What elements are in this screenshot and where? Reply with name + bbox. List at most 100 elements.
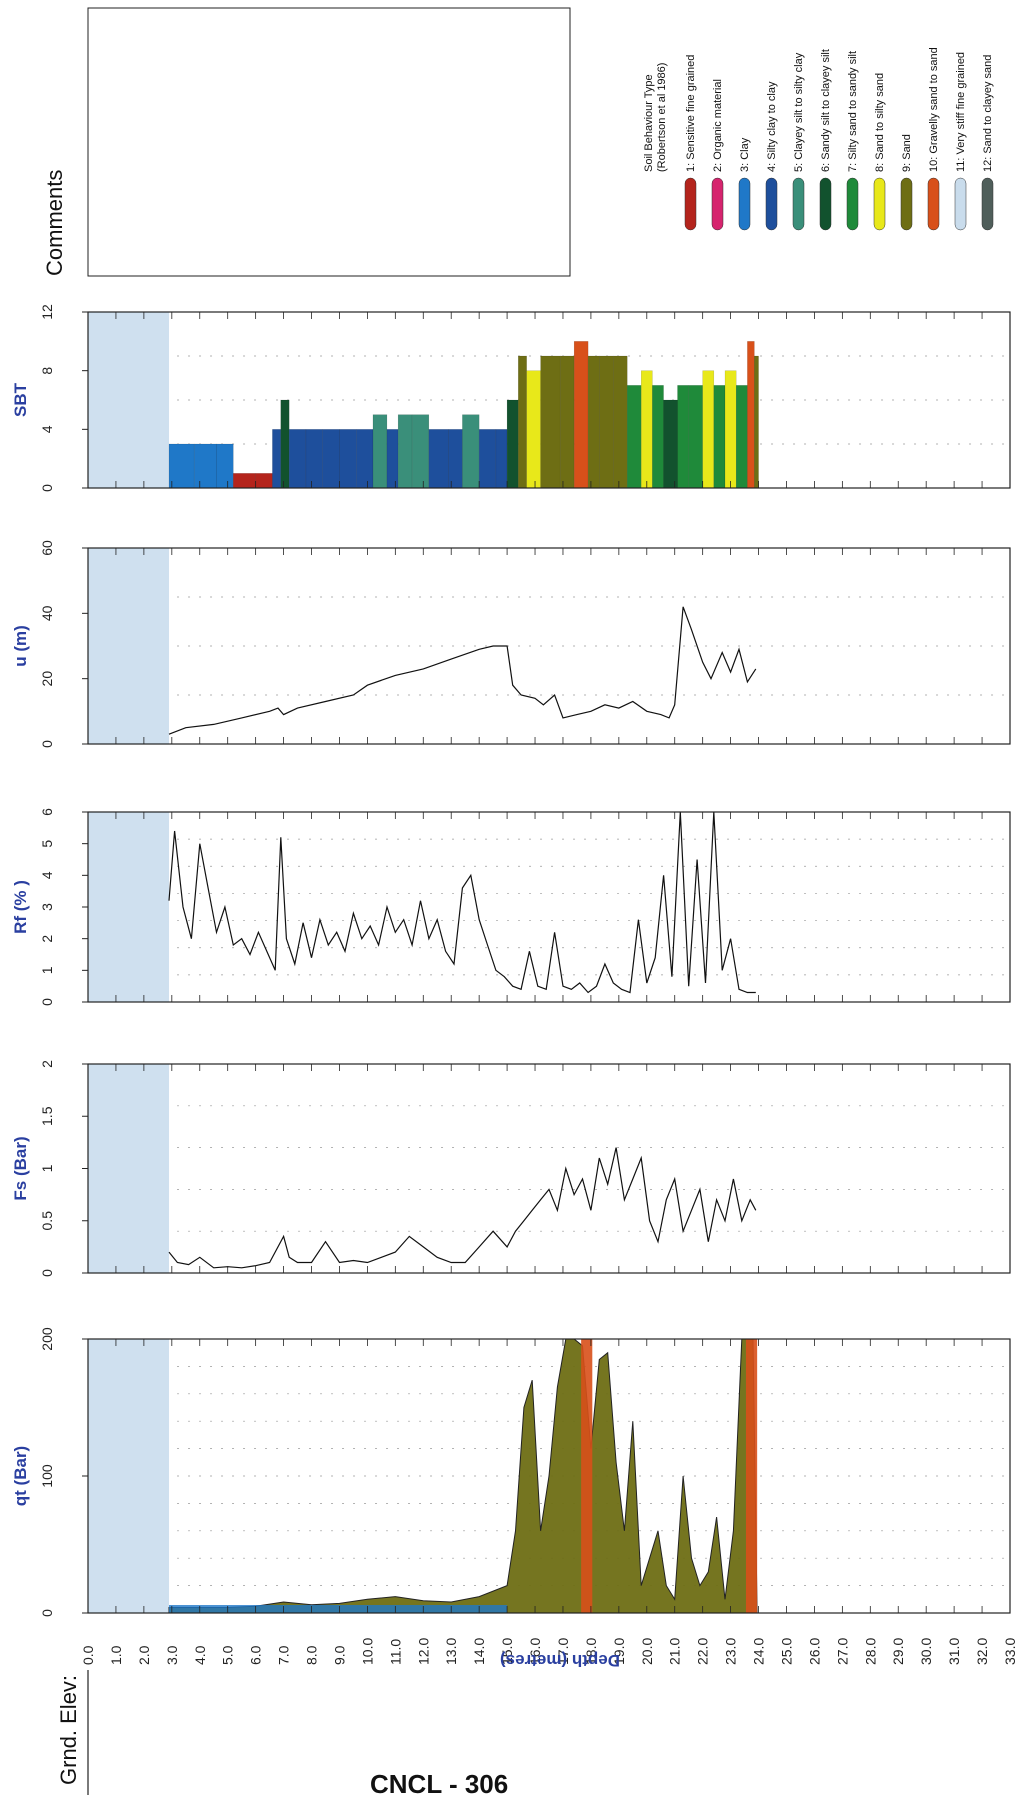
sbt-bar bbox=[677, 385, 689, 489]
comments-box bbox=[87, 7, 571, 277]
y-axis-label: qt (Bar) bbox=[11, 1446, 30, 1506]
sbt-bar bbox=[233, 473, 256, 489]
series-line bbox=[168, 606, 757, 735]
sbt-bar bbox=[397, 414, 413, 489]
comments-panel: Comments bbox=[42, 7, 571, 277]
depth-tick-label: 7.0 bbox=[276, 1645, 292, 1665]
y-tick-label: 20 bbox=[39, 671, 55, 687]
sbt-bar bbox=[272, 429, 281, 489]
sbt-bar bbox=[193, 443, 217, 489]
y-tick-label: 4 bbox=[39, 871, 55, 879]
depth-tick-label: 21.0 bbox=[667, 1638, 683, 1665]
sbt-bar bbox=[540, 355, 561, 489]
legend-item-label: 11: Very stiff fine grained bbox=[955, 52, 967, 172]
sbt-bar bbox=[168, 443, 195, 489]
legend-swatch bbox=[684, 177, 697, 231]
y-tick-label: 2 bbox=[39, 935, 55, 943]
depth-tick-label: 27.0 bbox=[834, 1638, 850, 1665]
depth-tick-label: 18.0 bbox=[583, 1638, 599, 1665]
y-axis-label: u (m) bbox=[11, 625, 30, 667]
sbt-bar bbox=[613, 355, 628, 489]
sbt-legend: Soil Behaviour Type (Robertson et al 1986… bbox=[643, 47, 994, 231]
depth-tick-label: 29.0 bbox=[890, 1638, 906, 1665]
sbt-bar bbox=[724, 370, 737, 489]
sbt-bar bbox=[356, 429, 374, 489]
legend-swatch bbox=[927, 177, 940, 231]
legend-item-label: 2: Organic material bbox=[712, 79, 724, 172]
sbt-bar bbox=[339, 429, 357, 489]
y-tick-label: 6 bbox=[39, 808, 55, 816]
legend-swatch bbox=[819, 177, 832, 231]
legend-item-label: 3: Clay bbox=[739, 137, 751, 172]
panel-frame bbox=[87, 547, 1011, 745]
y-tick-label: 0 bbox=[39, 998, 55, 1006]
depth-tick-label: 11.0 bbox=[387, 1639, 403, 1665]
panel-3: 0 1 2 3 4 5 6 Rf (% ) bbox=[11, 808, 1011, 1006]
legend-swatch bbox=[981, 177, 994, 231]
y-tick-label: 0 bbox=[39, 740, 55, 748]
predrill-zone bbox=[88, 1339, 170, 1613]
legend-item-label: 6: Sandy silt to clayey silt bbox=[820, 49, 832, 172]
legend-swatch bbox=[765, 177, 778, 231]
legend-item-label: 8: Sand to silty sand bbox=[874, 73, 886, 172]
panel-1: 0 4 8 12 SBT bbox=[11, 304, 1011, 492]
depth-tick-label: 16.0 bbox=[527, 1638, 543, 1665]
depth-tick-label: 22.0 bbox=[695, 1638, 711, 1665]
depth-tick-label: 4.0 bbox=[192, 1645, 208, 1665]
predrill-zone bbox=[88, 812, 170, 1002]
depth-tick-label: 8.0 bbox=[304, 1645, 320, 1665]
y-tick-label: 4 bbox=[39, 425, 55, 433]
qt-base bbox=[169, 1605, 508, 1613]
borehole-title: CNCL - 306 bbox=[370, 1769, 508, 1795]
sbt-bar bbox=[322, 429, 340, 489]
depth-tick-label: 6.0 bbox=[248, 1645, 264, 1665]
sbt-bar bbox=[663, 399, 678, 489]
sbt-bar bbox=[255, 473, 273, 489]
sbt-bar bbox=[735, 385, 748, 489]
legend-swatch bbox=[846, 177, 859, 231]
legend-swatch bbox=[792, 177, 805, 231]
y-tick-label: 1 bbox=[39, 1164, 55, 1172]
series-line bbox=[168, 1147, 757, 1269]
depth-tick-label: 25.0 bbox=[778, 1638, 794, 1665]
panel-4: 0 0.5 1 1.5 2 Fs (Bar) bbox=[11, 1060, 1011, 1277]
legend-item-label: 7: Silty sand to sandy silt bbox=[847, 51, 859, 172]
depth-tick-label: 17.0 bbox=[555, 1638, 571, 1665]
predrill-zone bbox=[88, 312, 170, 488]
sbt-bar bbox=[713, 385, 726, 489]
y-tick-label: 1 bbox=[39, 966, 55, 974]
predrill-zone bbox=[88, 548, 170, 744]
legend-swatch bbox=[900, 177, 913, 231]
sbt-bar bbox=[518, 355, 527, 489]
depth-tick-label: 12.0 bbox=[415, 1638, 431, 1665]
depth-tick-label: 24.0 bbox=[751, 1638, 767, 1665]
sbt-bar bbox=[216, 443, 234, 489]
legend-swatch bbox=[711, 177, 724, 231]
depth-tick-label: 15.0 bbox=[499, 1638, 515, 1665]
sbt-bar bbox=[627, 385, 642, 489]
sbt-bar bbox=[573, 341, 589, 489]
sbt-bar bbox=[462, 414, 480, 489]
sbt-bar bbox=[280, 399, 290, 489]
y-tick-label: 0.5 bbox=[39, 1211, 55, 1231]
legend-swatch bbox=[738, 177, 751, 231]
y-tick-label: 5 bbox=[39, 840, 55, 848]
depth-tick-label: 9.0 bbox=[331, 1645, 347, 1665]
sbt-bar bbox=[641, 370, 653, 489]
y-tick-label: 2 bbox=[39, 1060, 55, 1068]
y-tick-label: 3 bbox=[39, 903, 55, 911]
sbt-bar bbox=[599, 355, 614, 489]
y-tick-label: 0 bbox=[39, 484, 55, 492]
y-axis-label: Rf (% ) bbox=[11, 880, 30, 934]
y-tick-label: 40 bbox=[39, 605, 55, 621]
legend-title-line1: Soil Behaviour Type bbox=[643, 74, 655, 172]
depth-tick-label: 10.0 bbox=[359, 1638, 375, 1665]
qt-highlight bbox=[745, 1339, 758, 1613]
sbt-bar bbox=[428, 429, 449, 489]
sbt-bar bbox=[288, 429, 307, 489]
qt-highlight bbox=[581, 1339, 593, 1613]
sbt-bar bbox=[386, 429, 399, 489]
y-tick-label: 1.5 bbox=[39, 1106, 55, 1126]
sbt-bar bbox=[305, 429, 323, 489]
